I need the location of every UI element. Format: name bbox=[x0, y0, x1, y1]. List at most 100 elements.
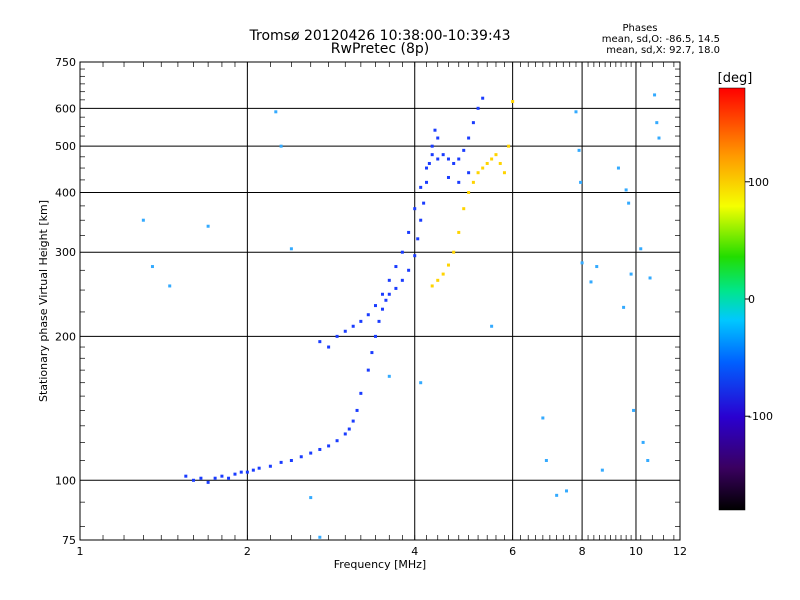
data-point-o bbox=[430, 153, 434, 157]
data-point-o bbox=[220, 474, 224, 478]
data-point-o bbox=[343, 329, 347, 333]
data-point-o bbox=[413, 254, 417, 258]
data-point-scattered bbox=[589, 280, 593, 284]
x-tick-label: 8 bbox=[579, 545, 586, 558]
data-point-scattered bbox=[541, 416, 545, 420]
data-point-o bbox=[355, 408, 359, 412]
data-point-o bbox=[191, 478, 195, 482]
data-point-scattered bbox=[574, 110, 578, 114]
data-point-o bbox=[377, 319, 381, 323]
data-point-o bbox=[366, 313, 370, 317]
data-point-scattered bbox=[279, 144, 283, 148]
data-point-o bbox=[446, 157, 450, 161]
data-point-scattered bbox=[577, 148, 581, 152]
data-point-o bbox=[441, 153, 445, 157]
data-point-o bbox=[467, 171, 471, 175]
data-point-o bbox=[425, 180, 429, 184]
data-point-x bbox=[452, 250, 456, 254]
x-tick-labels: 1 2 4 6 8 10 12 bbox=[77, 545, 688, 558]
data-point-x bbox=[476, 171, 480, 175]
data-point-o bbox=[251, 468, 255, 472]
data-point-o bbox=[446, 175, 450, 179]
data-point-o bbox=[359, 319, 363, 323]
data-point-o bbox=[416, 237, 420, 241]
data-point-o bbox=[213, 476, 217, 480]
x-tick-label: 1 bbox=[77, 545, 84, 558]
data-point-scattered bbox=[627, 201, 631, 205]
data-point-scattered bbox=[206, 224, 210, 228]
y-tick-label: 200 bbox=[55, 330, 76, 343]
data-point-o bbox=[452, 161, 456, 165]
data-point-o bbox=[387, 278, 391, 282]
data-point-scattered bbox=[544, 458, 548, 462]
data-point-o bbox=[400, 250, 404, 254]
data-point-o bbox=[476, 106, 480, 110]
data-point-o bbox=[394, 286, 398, 290]
data-point-o bbox=[427, 161, 431, 165]
y-tick-label: 75 bbox=[62, 534, 76, 547]
data-point-scattered bbox=[309, 496, 313, 500]
data-point-o bbox=[407, 230, 411, 234]
data-point-o bbox=[457, 180, 461, 184]
data-point-o bbox=[373, 334, 377, 338]
data-point-scattered bbox=[580, 261, 584, 265]
data-point-scattered bbox=[624, 188, 628, 192]
data-point-x bbox=[481, 166, 485, 170]
data-point-o bbox=[370, 351, 374, 355]
data-point-o bbox=[318, 447, 322, 451]
data-point-scattered bbox=[274, 110, 278, 114]
data-point-x bbox=[507, 144, 511, 148]
y-tick-label: 400 bbox=[55, 186, 76, 199]
data-point-scattered bbox=[289, 247, 293, 251]
y-tick-label: 500 bbox=[55, 140, 76, 153]
data-point-scattered bbox=[657, 136, 661, 140]
data-point-o bbox=[289, 458, 293, 462]
data-point-o bbox=[257, 466, 261, 470]
data-point-o bbox=[199, 476, 203, 480]
x-tick-label: 4 bbox=[411, 545, 418, 558]
data-point-o bbox=[299, 455, 303, 459]
data-point-o bbox=[457, 157, 461, 161]
data-point-o bbox=[347, 427, 351, 431]
y-tick-label: 100 bbox=[55, 474, 76, 487]
data-point-scattered bbox=[639, 247, 643, 251]
colorbar bbox=[718, 87, 746, 511]
data-point-scattered bbox=[387, 374, 391, 378]
data-point-scattered bbox=[555, 493, 559, 497]
data-point-o bbox=[351, 324, 355, 328]
data-point-o bbox=[327, 444, 331, 448]
data-point-o bbox=[384, 298, 388, 302]
data-point-scattered bbox=[648, 276, 652, 280]
data-point-x bbox=[485, 161, 489, 165]
data-point-o bbox=[436, 136, 440, 140]
data-point-o bbox=[462, 148, 466, 152]
y-tick-label: 750 bbox=[55, 56, 76, 69]
minor-ticks bbox=[79, 62, 680, 540]
data-point-o bbox=[239, 470, 243, 474]
chart-title: Tromsø 20120426 10:38:00-10:39:43 bbox=[249, 28, 511, 44]
data-point-scattered bbox=[600, 468, 604, 472]
chart-subtitle: RwPretec (8p) bbox=[331, 41, 429, 57]
data-point-x bbox=[494, 153, 498, 157]
plot-frame bbox=[79, 61, 681, 541]
data-point-o bbox=[407, 268, 411, 272]
data-point-scattered bbox=[168, 284, 172, 288]
data-point-o bbox=[380, 292, 384, 296]
data-point-scattered bbox=[646, 458, 650, 462]
data-point-o bbox=[380, 307, 384, 311]
data-point-o bbox=[387, 292, 391, 296]
colorbar-tick-labels: 100 0 -100 bbox=[745, 176, 773, 423]
data-point-o bbox=[373, 304, 377, 308]
colorbar-tick-label: 0 bbox=[748, 293, 755, 306]
data-point-x bbox=[446, 263, 450, 267]
data-point-o bbox=[400, 278, 404, 282]
data-point-scattered bbox=[641, 440, 645, 444]
colorbar-tick-label: 100 bbox=[748, 176, 769, 189]
data-point-o bbox=[245, 470, 249, 474]
data-point-scattered bbox=[622, 305, 626, 309]
data-point-o bbox=[343, 432, 347, 436]
data-point-x bbox=[490, 157, 494, 161]
data-point-o bbox=[430, 144, 434, 148]
data-point-o bbox=[335, 439, 339, 443]
data-point-o bbox=[309, 451, 313, 455]
